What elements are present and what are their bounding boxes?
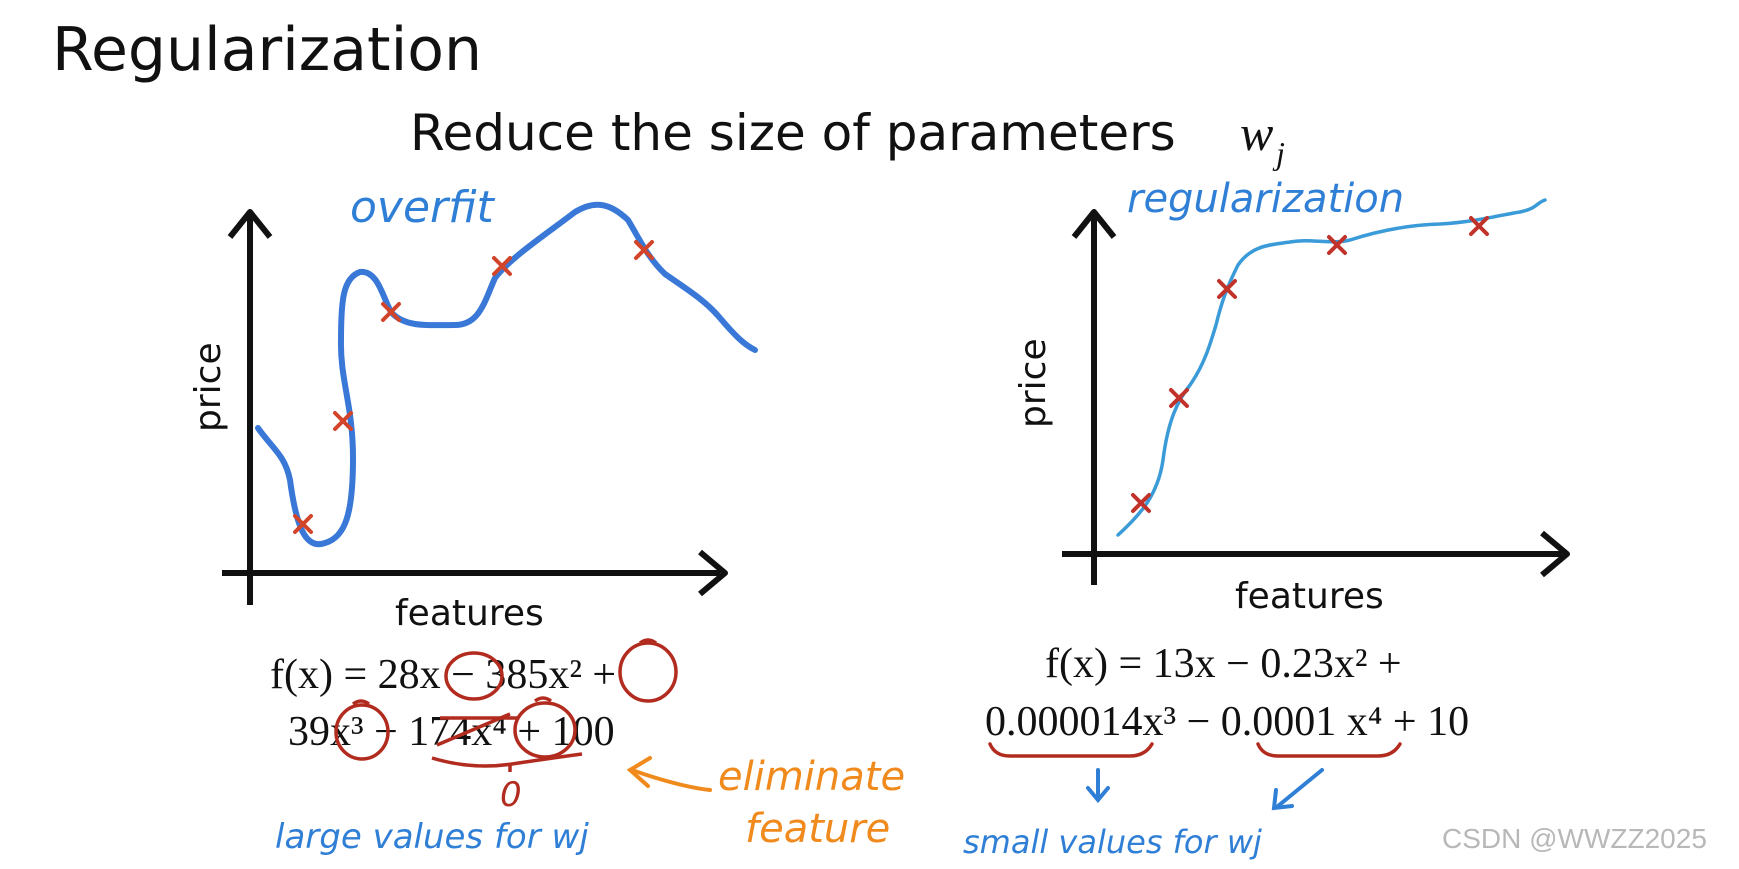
- equation-markups: [334, 638, 678, 772]
- brace-underline-icon: [431, 752, 583, 768]
- left-xlabel: features: [395, 593, 544, 634]
- large-values-note: large values for wj: [275, 817, 589, 857]
- left-plot: overfit price features: [188, 182, 758, 634]
- watermark: CSDN @WWZZ2025: [1442, 823, 1707, 854]
- data-point-marker: [293, 514, 313, 534]
- circle-tick-icon: [638, 638, 658, 645]
- circle-tick-icon: [533, 696, 553, 703]
- right-ylabel: price: [1013, 338, 1054, 428]
- underline-brace-icon: [1256, 742, 1402, 758]
- arrow-diagonal-icon: [1276, 768, 1324, 808]
- underline-brace-icon: [988, 742, 1154, 758]
- left-x-arrowhead-icon: [698, 549, 728, 597]
- data-point-marker: [1217, 279, 1237, 299]
- right-equation-arrows: [1086, 768, 1324, 811]
- data-point-marker: [492, 256, 512, 276]
- feature-label: feature: [745, 806, 890, 852]
- term-circle-icon: [513, 701, 577, 759]
- data-point-marker: [634, 240, 654, 260]
- eliminate-arrow-icon: [626, 756, 712, 792]
- zero-label: 0: [500, 775, 522, 815]
- subtitle-symbol: w: [1240, 105, 1273, 161]
- term-circle-icon: [334, 703, 390, 761]
- small-values-note: small values for wj: [963, 823, 1262, 861]
- left-y-arrowhead-icon: [227, 209, 273, 239]
- regularization-label: regularization: [1127, 176, 1404, 222]
- term-circle-icon: [618, 641, 678, 703]
- left-equation-line1: f(x) = 28x − 385x² +: [270, 652, 616, 698]
- subtitle-subscript: j: [1272, 135, 1285, 171]
- slide-title: Regularization: [52, 15, 482, 85]
- right-plot: regularization price features: [1013, 176, 1570, 617]
- arrow-down-icon: [1086, 786, 1110, 804]
- data-point-marker: [1469, 216, 1489, 236]
- overfit-curve: [255, 201, 758, 548]
- right-equation-markups: [988, 742, 1402, 758]
- circle-tick-icon: [351, 699, 371, 706]
- data-point-marker: [1327, 235, 1347, 255]
- right-equation-line2: 0.000014x³ − 0.0001 x⁴ + 10: [985, 699, 1469, 745]
- right-equation-line1: f(x) = 13x − 0.23x² +: [1045, 641, 1402, 687]
- term-circle-icon: [444, 651, 504, 701]
- left-ylabel: price: [188, 342, 229, 432]
- overfit-label: overfit: [350, 182, 496, 233]
- arrow-diagonal-icon: [1271, 788, 1294, 811]
- right-xlabel: features: [1235, 576, 1384, 617]
- eliminate-label: eliminate: [718, 754, 905, 800]
- data-point-marker: [1131, 493, 1151, 513]
- regularized-curve: [1116, 198, 1547, 537]
- strike-line-icon: [436, 712, 511, 747]
- data-point-marker: [333, 411, 353, 431]
- data-point-marker: [381, 302, 401, 322]
- data-point-marker: [1169, 388, 1189, 408]
- right-y-arrowhead-icon: [1071, 209, 1117, 239]
- right-x-arrowhead-icon: [1540, 530, 1570, 578]
- slide-subtitle: Reduce the size of parameters: [410, 104, 1176, 162]
